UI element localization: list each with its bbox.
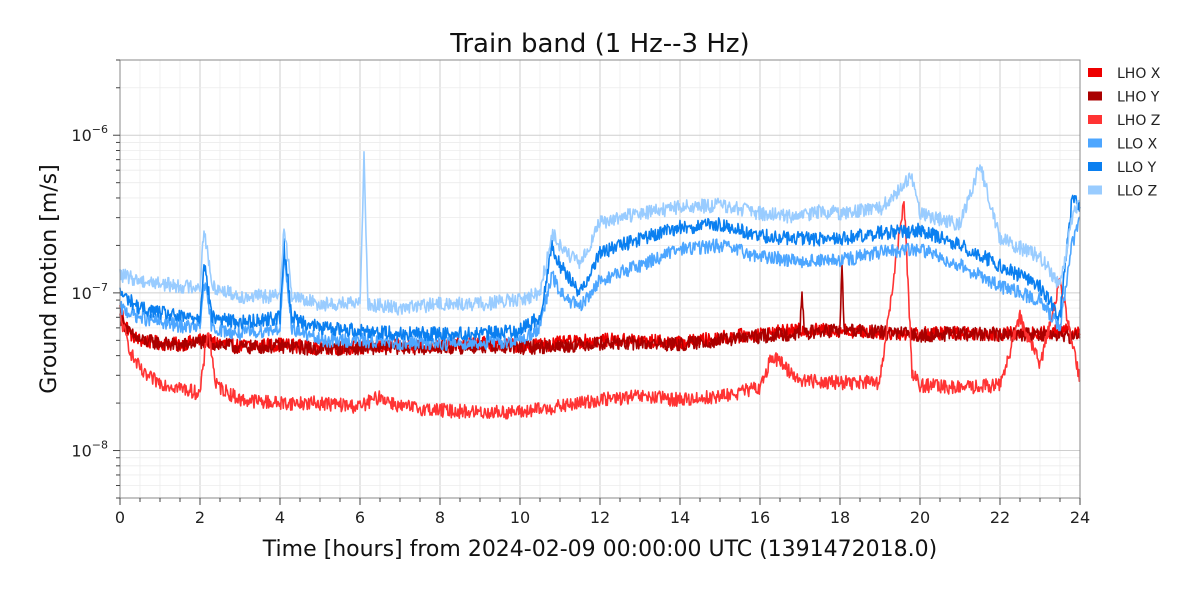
- legend-swatch: [1088, 115, 1102, 124]
- x-tick-label: 24: [1070, 508, 1090, 527]
- legend-swatch: [1088, 68, 1102, 77]
- x-tick-label: 14: [670, 508, 690, 527]
- y-tick-label: 10−8: [71, 439, 108, 461]
- series-line-llo-y: [119, 194, 1081, 342]
- y-tick-label: 10−6: [71, 123, 108, 145]
- x-tick-label: 2: [195, 508, 205, 527]
- legend-swatch: [1088, 185, 1102, 195]
- legend-label: LHO Z: [1117, 113, 1160, 129]
- x-tick-label: 6: [355, 508, 365, 527]
- series-line-llo-z: [119, 151, 1081, 316]
- x-tick-label: 20: [910, 508, 930, 527]
- legend-swatch: [1088, 162, 1102, 171]
- x-tick-label: 4: [275, 508, 285, 527]
- x-axis-label: Time [hours] from 2024-02-09 00:00:00 UT…: [262, 537, 937, 562]
- series-line-llo-x: [119, 216, 1081, 351]
- legend-swatch: [1088, 91, 1102, 101]
- x-tick-label: 16: [750, 508, 770, 527]
- series-layer: [119, 151, 1081, 420]
- x-tick-label: 10: [510, 508, 530, 527]
- y-axis-label: Ground motion [m/s]: [37, 164, 62, 393]
- legend-swatch: [1088, 138, 1102, 148]
- x-tick-label: 12: [590, 508, 610, 527]
- x-axis: 0 2 4 6 8 10 12 14 16 18 20 22 24: [115, 498, 1090, 527]
- legend-label: LHO Y: [1117, 90, 1160, 106]
- x-tick-label: 18: [830, 508, 850, 527]
- y-axis: 10−8 10−7 10−6: [71, 59, 120, 499]
- y-tick-label: 10−7: [71, 281, 108, 303]
- series-line-lho-z: [119, 201, 1081, 420]
- series-line-lho-y: [119, 264, 1081, 357]
- x-tick-label: 22: [990, 508, 1010, 527]
- legend: LHO X LHO Y LHO Z LLO X LLO Y LLO Z: [1088, 66, 1161, 200]
- legend-label: LHO X: [1117, 66, 1161, 82]
- legend-label: LLO Z: [1117, 184, 1157, 200]
- chart-title: Train band (1 Hz--3 Hz): [449, 29, 749, 59]
- legend-label: LLO X: [1117, 137, 1158, 153]
- legend-label: LLO Y: [1117, 160, 1157, 176]
- x-tick-label: 8: [435, 508, 445, 527]
- x-tick-label: 0: [115, 508, 125, 527]
